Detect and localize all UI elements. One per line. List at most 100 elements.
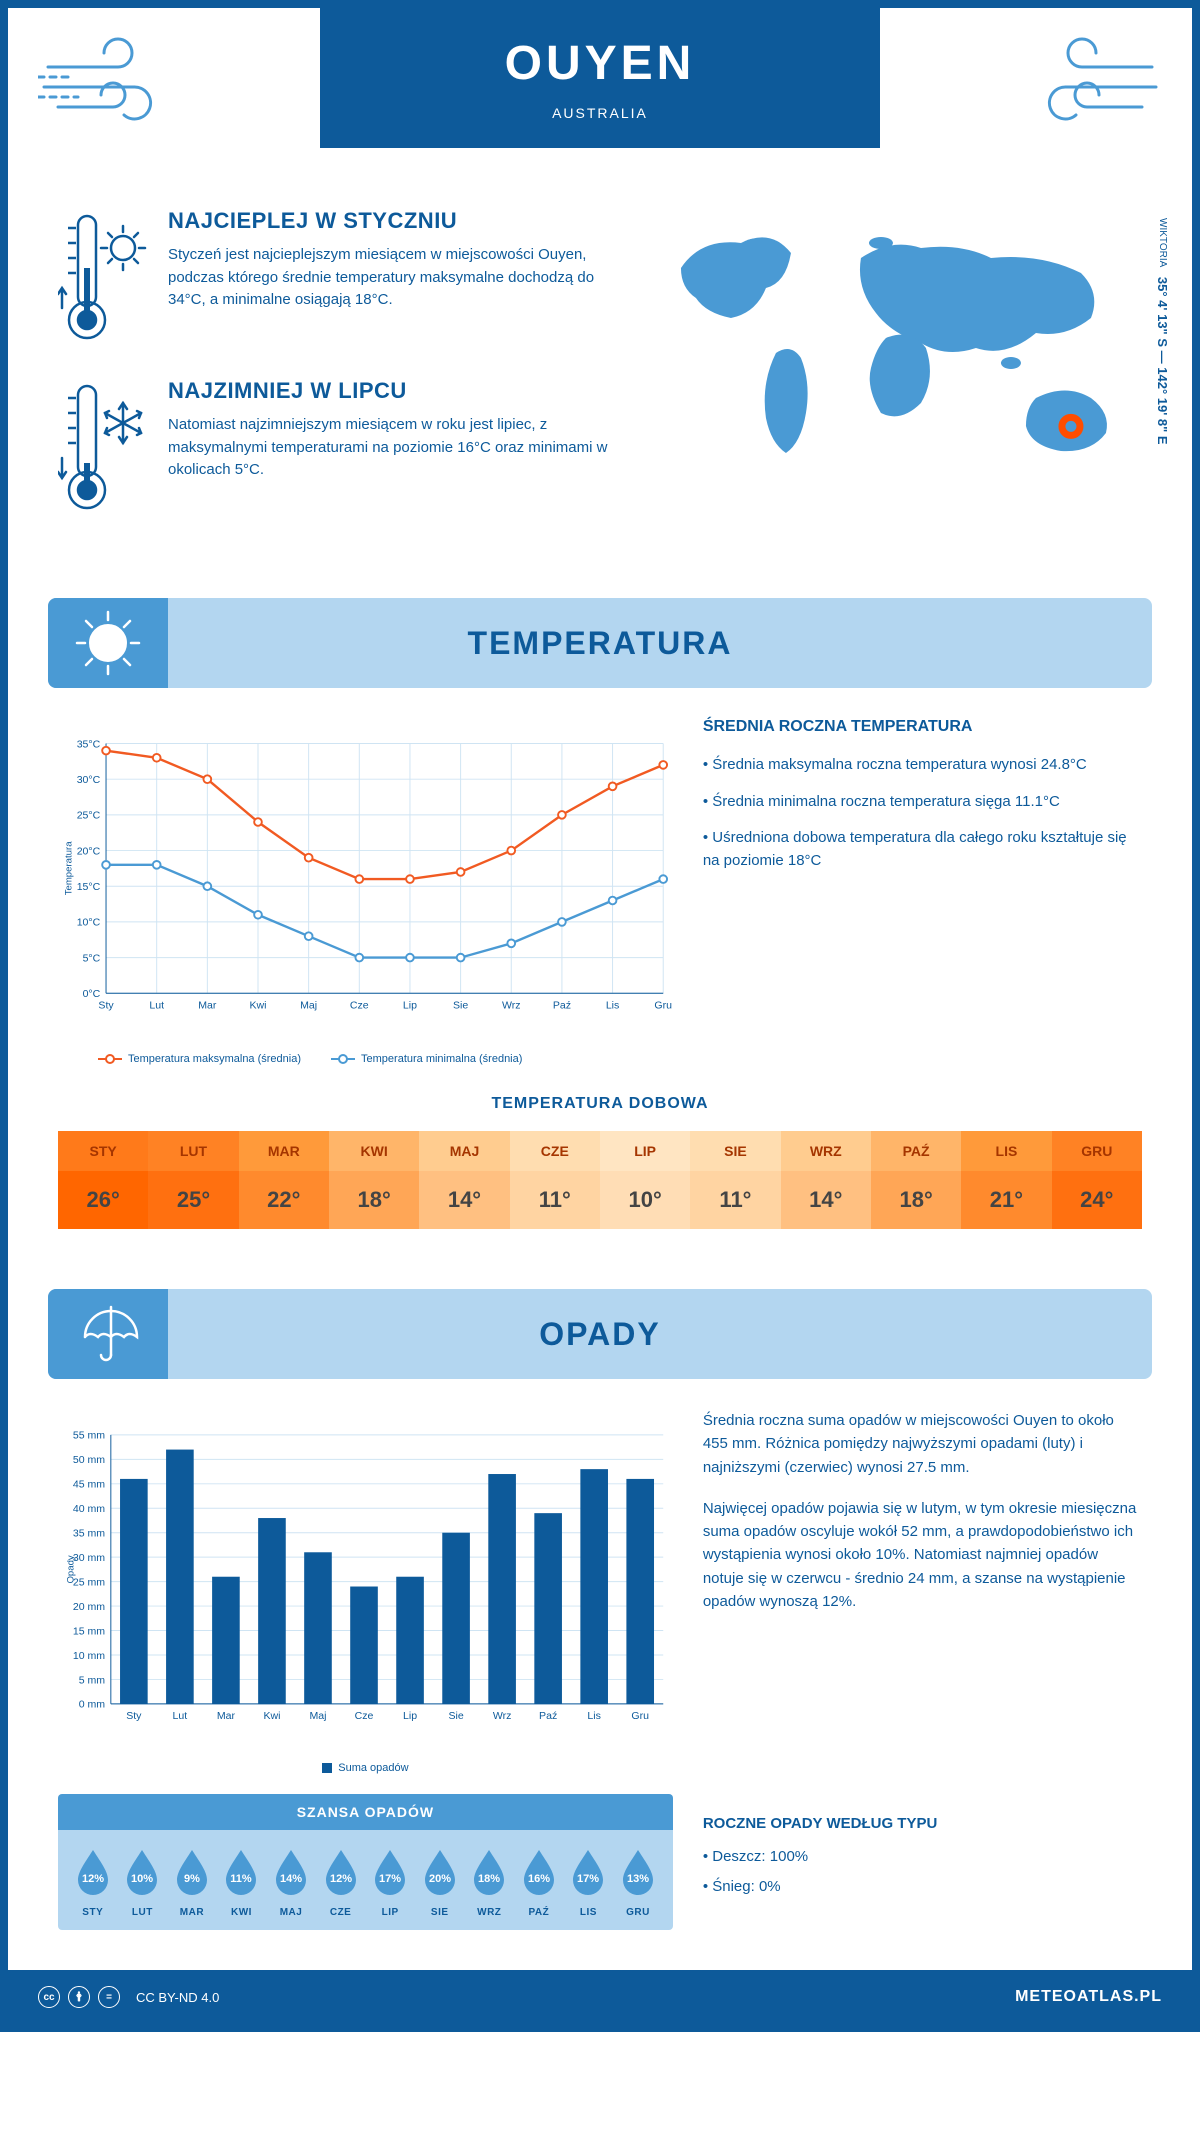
temp-col-month: WRZ — [781, 1131, 871, 1171]
svg-text:0°C: 0°C — [83, 988, 101, 1000]
svg-text:Sie: Sie — [448, 1710, 463, 1722]
rain-chance-drop: 14%MAJ — [269, 1848, 313, 1918]
svg-text:17%: 17% — [379, 1873, 401, 1885]
country-subtitle: AUSTRALIA — [320, 105, 880, 121]
temp-chart-wrap: 0°C5°C10°C15°C20°C25°C30°C35°CStyLutMarK… — [58, 718, 673, 1065]
lat-value: 35° 4' 13" S — [1155, 277, 1170, 347]
sun-accent — [48, 598, 168, 688]
rain-chance-drop: 17%LIP — [368, 1848, 412, 1918]
svg-text:10%: 10% — [131, 1873, 153, 1885]
svg-text:12%: 12% — [330, 1873, 352, 1885]
svg-text:Mar: Mar — [217, 1710, 236, 1722]
coldest-block: NAJZIMNIEJ W LIPCU Natomiast najzimniejs… — [58, 378, 610, 518]
temp-col: PAŹ 18° — [871, 1131, 961, 1229]
coordinates: WIKTORIA 35° 4' 13" S — 142° 19' 8" E — [1155, 218, 1170, 445]
svg-text:Lis: Lis — [587, 1710, 600, 1722]
region-label: WIKTORIA — [1157, 218, 1168, 267]
rain-chance-drop: 17%LIS — [566, 1848, 610, 1918]
temp-col-value: 10° — [600, 1171, 690, 1229]
thermometer-cold-icon — [58, 378, 148, 518]
svg-text:Sie: Sie — [453, 1000, 468, 1012]
svg-text:Wrz: Wrz — [502, 1000, 521, 1012]
precip-legend-label: Suma opadów — [338, 1762, 408, 1774]
footer-brand: METEOATLAS.PL — [1015, 1988, 1162, 2006]
svg-text:18%: 18% — [478, 1873, 500, 1885]
svg-text:Temperatura: Temperatura — [63, 841, 74, 896]
svg-text:Maj: Maj — [309, 1710, 326, 1722]
svg-text:17%: 17% — [577, 1873, 599, 1885]
temp-col: SIE 11° — [690, 1131, 780, 1229]
temperature-title: TEMPERATURA — [468, 625, 733, 662]
svg-text:40 mm: 40 mm — [73, 1503, 105, 1515]
svg-text:Sty: Sty — [126, 1710, 142, 1722]
footer-left: cc 🛉 = CC BY-ND 4.0 — [38, 1986, 219, 2008]
svg-text:20%: 20% — [429, 1873, 451, 1885]
precip-p1: Średnia roczna suma opadów w miejscowośc… — [703, 1409, 1142, 1479]
svg-text:Gru: Gru — [654, 1000, 672, 1012]
page: OUYEN AUSTRALIA — [0, 0, 1200, 2032]
svg-text:11%: 11% — [231, 1873, 253, 1885]
precip-type-bullet: • Deszcz: 100% — [703, 1845, 1142, 1868]
temperature-line-chart: 0°C5°C10°C15°C20°C25°C30°C35°CStyLutMarK… — [58, 718, 673, 1038]
svg-text:10°C: 10°C — [77, 917, 101, 929]
svg-text:15°C: 15°C — [77, 881, 101, 893]
temp-col: LUT 25° — [148, 1131, 238, 1229]
svg-text:25°C: 25°C — [77, 810, 101, 822]
temp-col-value: 18° — [871, 1171, 961, 1229]
svg-text:20 mm: 20 mm — [73, 1601, 105, 1613]
thermometer-hot-icon — [58, 208, 148, 348]
svg-text:Opady: Opady — [65, 1555, 76, 1583]
license-text: CC BY-ND 4.0 — [136, 1990, 219, 2005]
svg-text:35°C: 35°C — [77, 738, 101, 750]
svg-text:Mar: Mar — [198, 1000, 217, 1012]
svg-text:13%: 13% — [627, 1873, 649, 1885]
temp-col-month: LIS — [961, 1131, 1051, 1171]
bottom-right: ROCZNE OPADY WEDŁUG TYPU • Deszcz: 100%•… — [703, 1794, 1142, 1930]
temp-col-month: SIE — [690, 1131, 780, 1171]
temp-col: LIS 21° — [961, 1131, 1051, 1229]
chance-title: SZANSA OPADÓW — [58, 1794, 673, 1830]
intro-left: NAJCIEPLEJ W STYCZNIU Styczeń jest najci… — [58, 208, 610, 548]
svg-text:10 mm: 10 mm — [73, 1650, 105, 1662]
rain-chance-drop: 16%PAŹ — [517, 1848, 561, 1918]
lon-value: 142° 19' 8" E — [1155, 367, 1170, 444]
temp-col-month: LIP — [600, 1131, 690, 1171]
svg-text:9%: 9% — [184, 1873, 200, 1885]
temp-col: KWI 18° — [329, 1131, 419, 1229]
svg-text:Cze: Cze — [350, 1000, 369, 1012]
intro-right: WIKTORIA 35° 4' 13" S — 142° 19' 8" E — [640, 208, 1142, 548]
svg-text:Wrz: Wrz — [493, 1710, 512, 1722]
svg-text:Sty: Sty — [98, 1000, 114, 1012]
chance-body: 12%STY10%LUT9%MAR11%KWI14%MAJ12%CZE17%LI… — [58, 1830, 673, 1930]
precip-type-title: ROCZNE OPADY WEDŁUG TYPU — [703, 1812, 1142, 1835]
temp-col-month: MAR — [239, 1131, 329, 1171]
rain-chance-drop: 20%SIE — [418, 1848, 462, 1918]
temp-col-month: MAJ — [419, 1131, 509, 1171]
temp-col-value: 21° — [961, 1171, 1051, 1229]
precip-p2: Najwięcej opadów pojawia się w lutym, w … — [703, 1497, 1142, 1613]
precipitation-header: OPADY — [48, 1289, 1152, 1379]
temp-col: GRU 24° — [1052, 1131, 1142, 1229]
warmest-block: NAJCIEPLEJ W STYCZNIU Styczeń jest najci… — [58, 208, 610, 348]
svg-text:30°C: 30°C — [77, 774, 101, 786]
rain-chance-drop: 11%KWI — [219, 1848, 263, 1918]
svg-text:Lis: Lis — [606, 1000, 619, 1012]
temp-col-value: 14° — [781, 1171, 871, 1229]
precip-legend-swatch — [322, 1763, 332, 1773]
precip-legend: Suma opadów — [58, 1762, 673, 1774]
svg-text:Paź: Paź — [553, 1000, 571, 1012]
svg-text:Kwi: Kwi — [249, 1000, 266, 1012]
temp-col-month: CZE — [510, 1131, 600, 1171]
precipitation-title: OPADY — [539, 1316, 660, 1353]
svg-text:35 mm: 35 mm — [73, 1528, 105, 1540]
svg-text:0 mm: 0 mm — [79, 1699, 106, 1711]
daily-temp-title: TEMPERATURA DOBOWA — [58, 1095, 1142, 1113]
daily-temp-section: TEMPERATURA DOBOWA STY 26°LUT 25°MAR 22°… — [8, 1085, 1192, 1269]
svg-text:Paź: Paź — [539, 1710, 557, 1722]
nd-icon: = — [98, 1986, 120, 2008]
temp-col: WRZ 14° — [781, 1131, 871, 1229]
svg-text:5°C: 5°C — [83, 952, 101, 964]
daily-temp-table: STY 26°LUT 25°MAR 22°KWI 18°MAJ 14°CZE 1… — [58, 1131, 1142, 1229]
svg-text:Kwi: Kwi — [263, 1710, 280, 1722]
precip-chart-wrap: 0 mm5 mm10 mm15 mm20 mm25 mm30 mm35 mm40… — [58, 1409, 673, 1774]
